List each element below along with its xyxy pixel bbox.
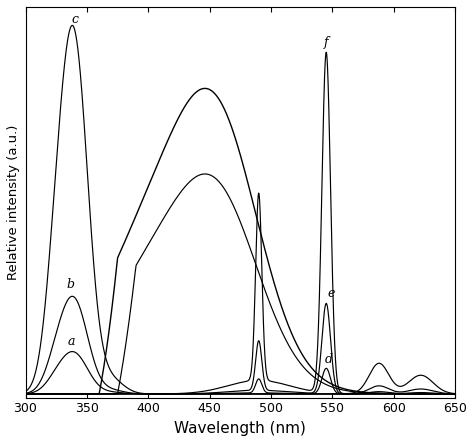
Y-axis label: Relative intensity (a.u.): Relative intensity (a.u.) bbox=[7, 124, 20, 280]
Text: e: e bbox=[328, 287, 335, 300]
Text: f: f bbox=[324, 35, 328, 49]
Text: b: b bbox=[67, 278, 75, 291]
X-axis label: Wavelength (nm): Wavelength (nm) bbox=[174, 421, 306, 436]
Text: a: a bbox=[67, 335, 75, 348]
Text: c: c bbox=[71, 13, 78, 26]
Text: d: d bbox=[325, 354, 333, 366]
